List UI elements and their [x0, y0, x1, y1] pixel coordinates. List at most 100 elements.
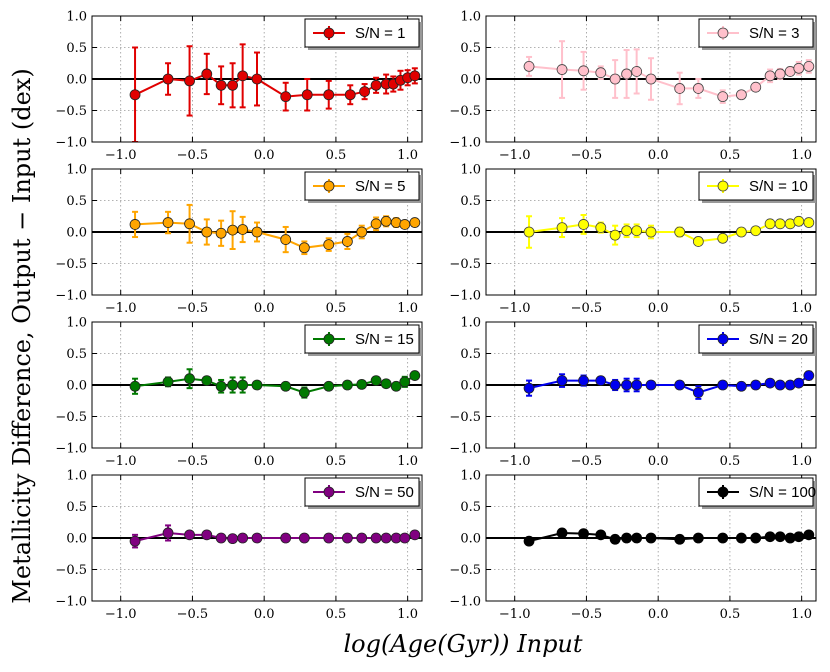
data-point [356, 532, 368, 544]
y-tick-label: 1.0 [460, 316, 481, 331]
legend-marker [717, 486, 729, 498]
data-point [692, 532, 704, 544]
legend-label: S/N = 10 [749, 178, 808, 195]
y-tick-label: −1.0 [55, 595, 87, 610]
y-tick-label: −0.5 [449, 104, 481, 119]
data-point [735, 380, 747, 392]
y-tick-label: 0.0 [460, 379, 481, 394]
data-point [717, 379, 729, 391]
legend-label: S/N = 1 [355, 25, 405, 42]
data-point [237, 70, 249, 82]
y-tick-label: 0.5 [66, 347, 87, 362]
data-point [280, 532, 292, 544]
x-tick-label: 1.0 [397, 454, 418, 469]
legend-box [698, 18, 814, 48]
data-point [750, 225, 762, 237]
legend: S/N = 20 [698, 324, 816, 356]
x-tick-label: −1.0 [499, 607, 531, 622]
legend-marker [323, 333, 335, 345]
data-point [323, 380, 335, 392]
y-tick-label: 0.5 [66, 194, 87, 209]
y-tick-label: 0.0 [460, 73, 481, 88]
data-point [129, 219, 141, 230]
data-point [323, 89, 335, 101]
legend: S/N = 15 [304, 324, 422, 356]
y-tick-label: 0.0 [66, 379, 87, 394]
data-point [803, 61, 815, 72]
data-point [674, 379, 686, 391]
legend-label: S/N = 5 [355, 178, 405, 195]
data-point [735, 532, 747, 544]
panel-6: −1.0 −0.5 0.0 0.5 1.0 −1.0 −0.5 0.0 0.5 1.0 S/N = … [449, 316, 817, 469]
data-point [645, 379, 657, 391]
x-tick-label: −1.0 [499, 148, 531, 163]
data-point [793, 377, 805, 389]
legend-label: S/N = 50 [355, 484, 414, 501]
data-point [609, 229, 621, 241]
x-tick-label: 1.0 [397, 607, 418, 622]
series-1 [129, 43, 421, 142]
data-point [280, 380, 292, 392]
data-point [390, 380, 402, 392]
data-point [129, 89, 141, 101]
legend-label: S/N = 20 [749, 331, 808, 348]
panel-7: −1.0 −0.5 0.0 0.5 1.0 −1.0 −0.5 0.0 0.5 1.0 S/N = … [55, 469, 423, 622]
legend-marker [717, 27, 729, 39]
x-tick-label: 1.0 [791, 607, 812, 622]
data-point [380, 378, 392, 390]
data-point [735, 226, 747, 238]
data-point [184, 75, 195, 87]
data-point [803, 217, 815, 228]
data-point [184, 373, 195, 385]
series-8 [523, 527, 815, 547]
x-tick-label: −0.5 [177, 454, 209, 469]
data-point [227, 379, 239, 391]
data-point [201, 226, 213, 238]
data-point [215, 380, 227, 392]
y-tick-label: 0.5 [460, 194, 481, 209]
data-point [774, 68, 786, 80]
data-point [750, 532, 762, 544]
data-point [764, 531, 776, 543]
data-point [764, 70, 776, 82]
x-tick-label: 1.0 [397, 148, 418, 163]
data-point [215, 79, 227, 91]
legend: S/N = 10 [698, 171, 816, 203]
panel-grid: −1.0 −0.5 0.0 0.5 1.0 −1.0 −0.5 0.0 0.5 1.0 S/N = … [55, 10, 817, 622]
x-tick-label: 1.0 [397, 301, 418, 316]
data-point [251, 379, 263, 391]
data-point [370, 375, 382, 386]
data-point [674, 533, 686, 545]
x-tick-label: 0.5 [720, 148, 741, 163]
data-point [280, 234, 292, 245]
data-point [227, 533, 239, 545]
data-point [717, 532, 729, 544]
x-tick-label: 0.5 [720, 301, 741, 316]
data-point [341, 236, 353, 247]
data-point [523, 382, 535, 394]
panel-5: −1.0 −0.5 0.0 0.5 1.0 −1.0 −0.5 0.0 0.5 1.0 S/N = … [55, 316, 423, 469]
data-point [344, 89, 356, 101]
data-point [717, 91, 729, 103]
data-point [399, 376, 411, 388]
x-tick-label: 0.0 [648, 607, 669, 622]
y-tick-label: 0.5 [460, 41, 481, 56]
data-point [631, 379, 643, 391]
data-point [399, 219, 411, 230]
data-point [409, 529, 421, 541]
data-point [227, 224, 239, 236]
legend-label: S/N = 3 [749, 25, 799, 42]
x-tick-label: 0.0 [254, 454, 275, 469]
x-tick-label: 0.0 [648, 148, 669, 163]
y-tick-label: 0.5 [460, 500, 481, 515]
x-tick-label: −1.0 [105, 454, 137, 469]
x-tick-label: −0.5 [177, 607, 209, 622]
x-tick-label: −1.0 [499, 301, 531, 316]
y-tick-label: 0.0 [460, 226, 481, 241]
legend: S/N = 5 [304, 171, 422, 203]
data-point [750, 379, 762, 391]
data-point [409, 70, 421, 82]
y-tick-label: 0.5 [460, 347, 481, 362]
data-point [578, 528, 589, 539]
x-tick-label: −0.5 [571, 301, 603, 316]
